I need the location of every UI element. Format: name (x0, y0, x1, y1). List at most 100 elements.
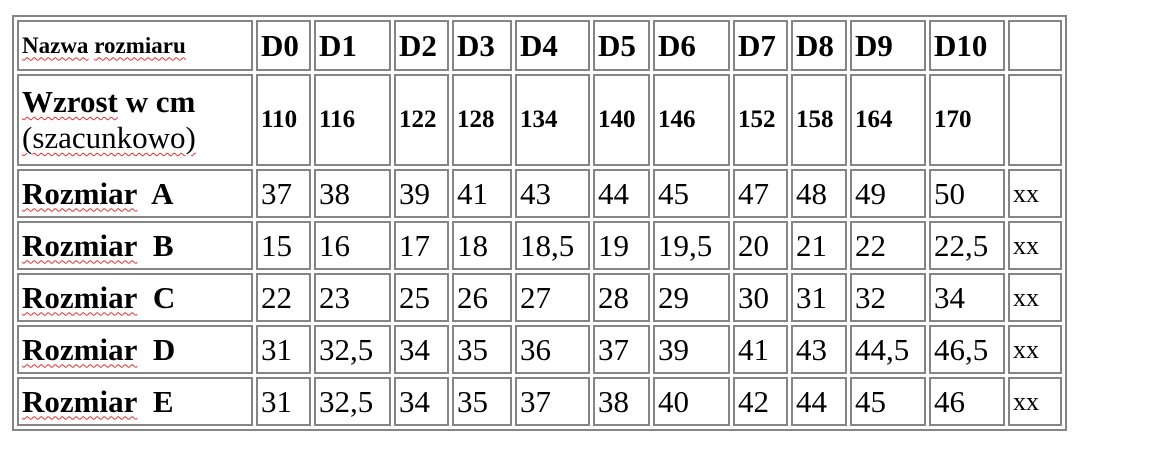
size-value-cell: 36 (515, 325, 590, 374)
size-code-cell: D9 (850, 20, 926, 71)
size-value-cell: 37 (515, 377, 590, 426)
size-value-cell: 29 (653, 273, 730, 322)
height-value-cell: 122 (394, 74, 449, 166)
size-value-cell: 46,5 (929, 325, 1005, 374)
size-value-cell: 22,5 (929, 221, 1005, 270)
size-value-cell: 43 (515, 169, 590, 218)
size-value-cell: 35 (452, 377, 512, 426)
height-value-cell: 152 (733, 74, 788, 166)
size-value-cell: 18 (452, 221, 512, 270)
size-value-cell: 32,5 (314, 377, 391, 426)
size-value-cell: 21 (791, 221, 847, 270)
row-label-word: Rozmiar (22, 279, 138, 315)
header-label-word: rozmiaru (94, 32, 186, 58)
size-value-cell: 41 (733, 325, 788, 374)
height-value-cell: 116 (314, 74, 391, 166)
size-code-cell: D6 (653, 20, 730, 71)
height-label-note: (szacunkowo) (22, 120, 196, 155)
height-value-cell: 164 (850, 74, 926, 166)
size-value-cell: 39 (653, 325, 730, 374)
size-code-cell: D10 (929, 20, 1005, 71)
size-value-cell: 37 (256, 169, 311, 218)
size-value-cell: 45 (850, 377, 926, 426)
header-label-cell: Nazwa rozmiaru (17, 20, 253, 71)
size-value-cell: 18,5 (515, 221, 590, 270)
size-value-cell: 34 (929, 273, 1005, 322)
size-value-cell: 42 (733, 377, 788, 426)
size-code-cell: D4 (515, 20, 590, 71)
row-label-cell: Rozmiar C (17, 273, 253, 322)
size-value-cell: 22 (256, 273, 311, 322)
header-row: Nazwa rozmiaru D0 D1 D2 D3 D4 D5 D6 D7 D8 D9 D10 (17, 20, 1062, 71)
size-code-cell: D1 (314, 20, 391, 71)
row-label-letter: D (152, 331, 176, 367)
size-value-cell: 31 (256, 377, 311, 426)
header-label-word: Nazwa (22, 32, 89, 58)
row-label-letter: C (152, 279, 176, 315)
height-row: Wzrost w cm (szacunkowo) 110 116 122 128 134 1… (17, 74, 1062, 166)
row-label-word: Rozmiar (22, 175, 138, 211)
height-label-unit: w cm (125, 84, 196, 119)
size-value-cell: 50 (929, 169, 1005, 218)
size-value-cell: 35 (452, 325, 512, 374)
row-label-letter: A (151, 175, 174, 211)
table-row: Rozmiar D 31 32,5 34 35 36 37 39 41 43 44,5 46,5 xx (17, 325, 1062, 374)
size-code-cell: D3 (452, 20, 512, 71)
size-value-cell: 48 (791, 169, 847, 218)
height-value-cell: 128 (452, 74, 512, 166)
size-value-cell: 47 (733, 169, 788, 218)
size-value-cell: 17 (394, 221, 449, 270)
row-label-cell: Rozmiar E (17, 377, 253, 426)
row-label-cell: Rozmiar B (17, 221, 253, 270)
size-value-cell: 43 (791, 325, 847, 374)
row-label-letter: E (152, 383, 174, 419)
size-value-cell: 20 (733, 221, 788, 270)
size-code-cell: D0 (256, 20, 311, 71)
row-label-word: Rozmiar (22, 331, 138, 367)
row-label-cell: Rozmiar D (17, 325, 253, 374)
size-code-cell: D8 (791, 20, 847, 71)
height-value-cell: 158 (791, 74, 847, 166)
height-value-cell: 170 (929, 74, 1005, 166)
size-code-cell (1008, 20, 1062, 71)
size-value-cell: 19 (593, 221, 650, 270)
size-code-cell: D5 (593, 20, 650, 71)
height-value-cell (1008, 74, 1062, 166)
size-value-cell: 40 (653, 377, 730, 426)
table-row: Rozmiar A 37 38 39 41 43 44 45 47 48 49 50 xx (17, 169, 1062, 218)
size-value-cell: 25 (394, 273, 449, 322)
size-value-cell: 31 (791, 273, 847, 322)
size-value-cell: 34 (394, 325, 449, 374)
height-value-cell: 134 (515, 74, 590, 166)
size-value-cell: 32 (850, 273, 926, 322)
size-value-cell: 26 (452, 273, 512, 322)
size-code-cell: D7 (733, 20, 788, 71)
table-row: Rozmiar E 31 32,5 34 35 37 38 40 42 44 45 46 xx (17, 377, 1062, 426)
size-value-cell: 15 (256, 221, 311, 270)
height-value-cell: 140 (593, 74, 650, 166)
size-value-cell: 19,5 (653, 221, 730, 270)
row-label-letter: B (152, 227, 174, 263)
size-value-cell: xx (1008, 169, 1062, 218)
size-value-cell: 34 (394, 377, 449, 426)
size-value-cell: 49 (850, 169, 926, 218)
size-value-cell: 28 (593, 273, 650, 322)
size-value-cell: xx (1008, 221, 1062, 270)
size-value-cell: xx (1008, 377, 1062, 426)
size-table: Nazwa rozmiaru D0 D1 D2 D3 D4 D5 D6 D7 D8 D9 D10 W… (12, 15, 1067, 431)
size-value-cell: 44 (593, 169, 650, 218)
height-value-cell: 146 (653, 74, 730, 166)
size-value-cell: 38 (593, 377, 650, 426)
height-label-cell: Wzrost w cm (szacunkowo) (17, 74, 253, 166)
size-value-cell: xx (1008, 325, 1062, 374)
size-value-cell: 16 (314, 221, 391, 270)
size-value-cell: 23 (314, 273, 391, 322)
size-value-cell: 31 (256, 325, 311, 374)
size-value-cell: 44 (791, 377, 847, 426)
size-value-cell: 37 (593, 325, 650, 374)
size-value-cell: xx (1008, 273, 1062, 322)
row-label-word: Rozmiar (22, 227, 138, 263)
size-value-cell: 41 (452, 169, 512, 218)
table-row: Rozmiar B 15 16 17 18 18,5 19 19,5 20 21 22 22,5 xx (17, 221, 1062, 270)
row-label-cell: Rozmiar A (17, 169, 253, 218)
